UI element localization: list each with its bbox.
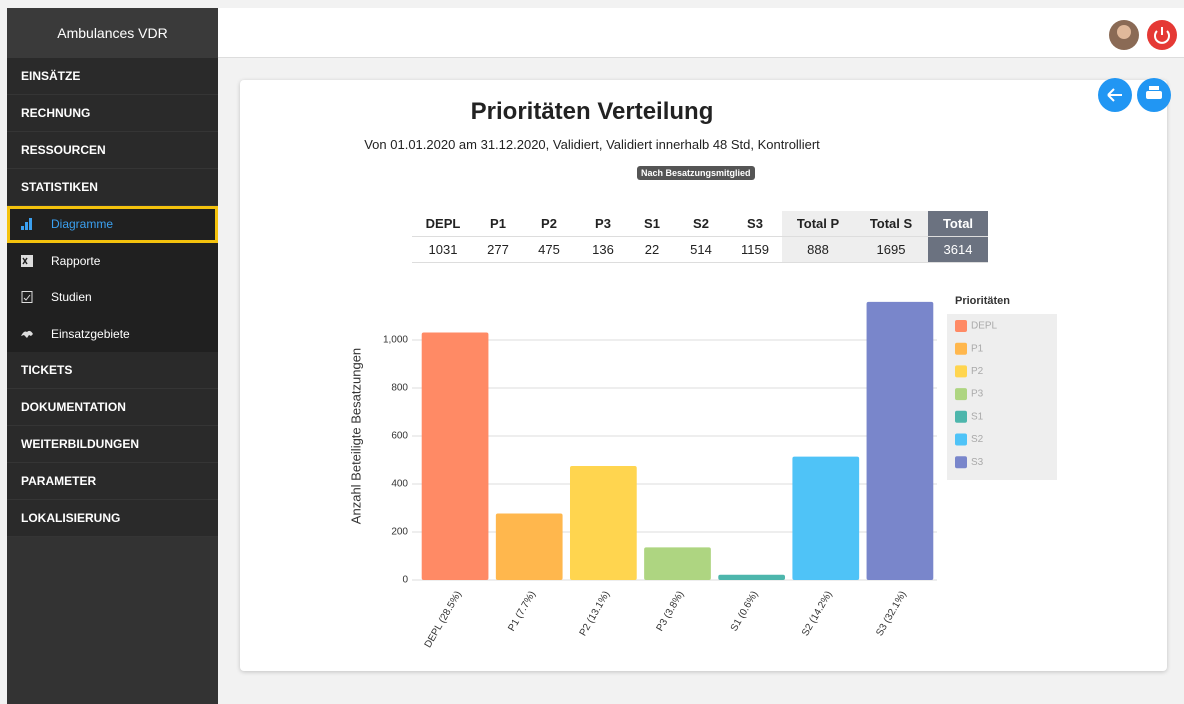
bar [644, 547, 711, 580]
legend-swatch [955, 343, 967, 355]
legend-label: P1 [971, 343, 984, 354]
y-tick-label: 400 [391, 479, 408, 490]
legend-swatch [955, 320, 967, 332]
legend-label: P3 [971, 389, 984, 400]
y-tick-label: 600 [391, 431, 408, 442]
legend-label: S2 [971, 434, 984, 445]
legend-label: P2 [971, 366, 984, 377]
x-tick-label: S3 (32.1%) [874, 589, 909, 638]
x-tick-label: S2 (14.2%) [800, 589, 835, 638]
x-tick-label: P3 (3.8%) [655, 589, 687, 633]
legend-swatch [955, 456, 967, 468]
bar [792, 457, 859, 580]
legend-label: S3 [971, 457, 984, 468]
chart: 0 200 400 600 800 1,000 Anzahl Beteiligte Besa… [0, 0, 1184, 704]
legend-swatch [955, 388, 967, 400]
legend-swatch [955, 365, 967, 377]
print-icon [1146, 91, 1162, 99]
x-tick-label: P1 (7.7%) [506, 589, 538, 633]
legend-label: DEPL [971, 321, 998, 332]
print-icon-top [1149, 86, 1159, 90]
bar [496, 514, 563, 580]
bar [422, 333, 489, 580]
y-tick-label: 1,000 [383, 335, 408, 346]
legend-label: S1 [971, 411, 984, 422]
x-tick-label: P2 (13.1%) [578, 589, 613, 638]
y-tick-label: 800 [391, 383, 408, 394]
bar [867, 302, 934, 580]
legend-swatch [955, 434, 967, 446]
legend-title: Prioritäten [955, 295, 1010, 307]
bar [570, 466, 637, 580]
legend-swatch [955, 411, 967, 423]
x-tick-label: DEPL (28.5%) [423, 589, 464, 650]
y-axis-label: Anzahl Beteiligte Besatzungen [348, 348, 363, 524]
bar [718, 575, 785, 580]
page: {"sidebar": {"brand": "Ambulances VDR", … [0, 0, 1184, 704]
y-tick-label: 0 [402, 575, 408, 586]
x-tick-label: S1 (0.6%) [729, 589, 761, 633]
y-tick-label: 200 [391, 527, 408, 538]
